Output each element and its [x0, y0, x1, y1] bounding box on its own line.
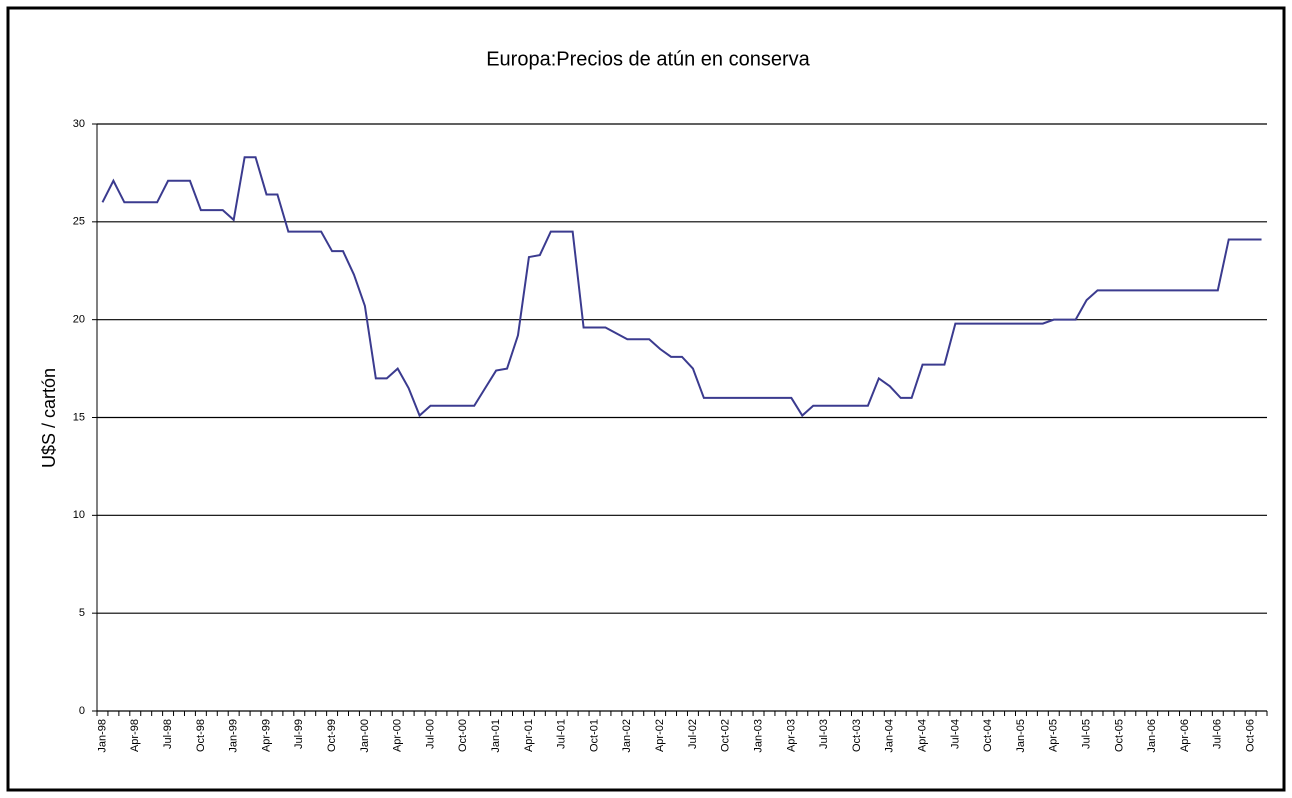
y-tick-label: 0 — [79, 705, 85, 717]
x-tick-label: Apr-01 — [523, 719, 535, 752]
y-tick-label: 20 — [73, 314, 85, 326]
y-tick-label: 5 — [79, 607, 85, 619]
y-tick-label: 30 — [73, 118, 85, 130]
x-tick-label: Jul-06 — [1212, 719, 1224, 749]
x-tick-label: Oct-99 — [326, 719, 338, 752]
x-tick-label: Oct-00 — [457, 719, 469, 752]
x-tick-label: Jul-00 — [424, 719, 436, 749]
x-tick-label: Jan-98 — [96, 719, 108, 753]
x-tick-label: Oct-06 — [1245, 719, 1257, 752]
x-tick-label: Apr-03 — [785, 719, 797, 752]
x-tick-label: Jan-03 — [752, 719, 764, 753]
chart-title: Europa:Precios de atún en conserva — [486, 48, 810, 70]
x-tick-label: Apr-05 — [1048, 719, 1060, 752]
x-tick-label: Jul-02 — [687, 719, 699, 749]
x-tick-label: Jul-98 — [162, 719, 174, 749]
x-tick-label: Jul-99 — [293, 719, 305, 749]
line-series — [101, 156, 1262, 418]
y-axis-label: U$S / cartón — [39, 368, 59, 468]
frame — [6, 6, 1286, 792]
x-tick-label: Apr-00 — [392, 719, 404, 752]
x-tick-label: Oct-98 — [195, 719, 207, 752]
y-tick-label: 25 — [73, 216, 85, 228]
x-tick-label: Jan-05 — [1015, 719, 1027, 753]
x-tick-label: Apr-02 — [654, 719, 666, 752]
x-tick-label: Jan-99 — [228, 719, 240, 753]
y-tick-label: 10 — [73, 509, 85, 521]
x-tick-label: Oct-05 — [1113, 719, 1125, 752]
x-tick-label: Jan-04 — [884, 719, 896, 753]
x-tick-label: Jul-05 — [1080, 719, 1092, 749]
x-tick-label: Jan-06 — [1146, 719, 1158, 753]
x-tick-label: Apr-98 — [129, 719, 141, 752]
x-tick-label: Oct-02 — [720, 719, 732, 752]
y-tick-label: 15 — [73, 411, 85, 423]
x-tick-label: Jul-01 — [556, 719, 568, 749]
x-tick-label: Oct-03 — [851, 719, 863, 752]
x-tick-label: Apr-99 — [260, 719, 272, 752]
x-tick-label: Jul-04 — [949, 719, 961, 749]
x-tick-label: Jul-03 — [818, 719, 830, 749]
x-tick-label: Jan-01 — [490, 719, 502, 753]
x-tick-label: Oct-01 — [588, 719, 600, 752]
x-tick-label: Jan-02 — [621, 719, 633, 753]
x-tick-label: Jan-00 — [359, 719, 371, 753]
x-tick-label: Apr-06 — [1179, 719, 1191, 752]
x-tick-label: Apr-04 — [916, 719, 928, 752]
x-tick-label: Oct-04 — [982, 719, 994, 752]
